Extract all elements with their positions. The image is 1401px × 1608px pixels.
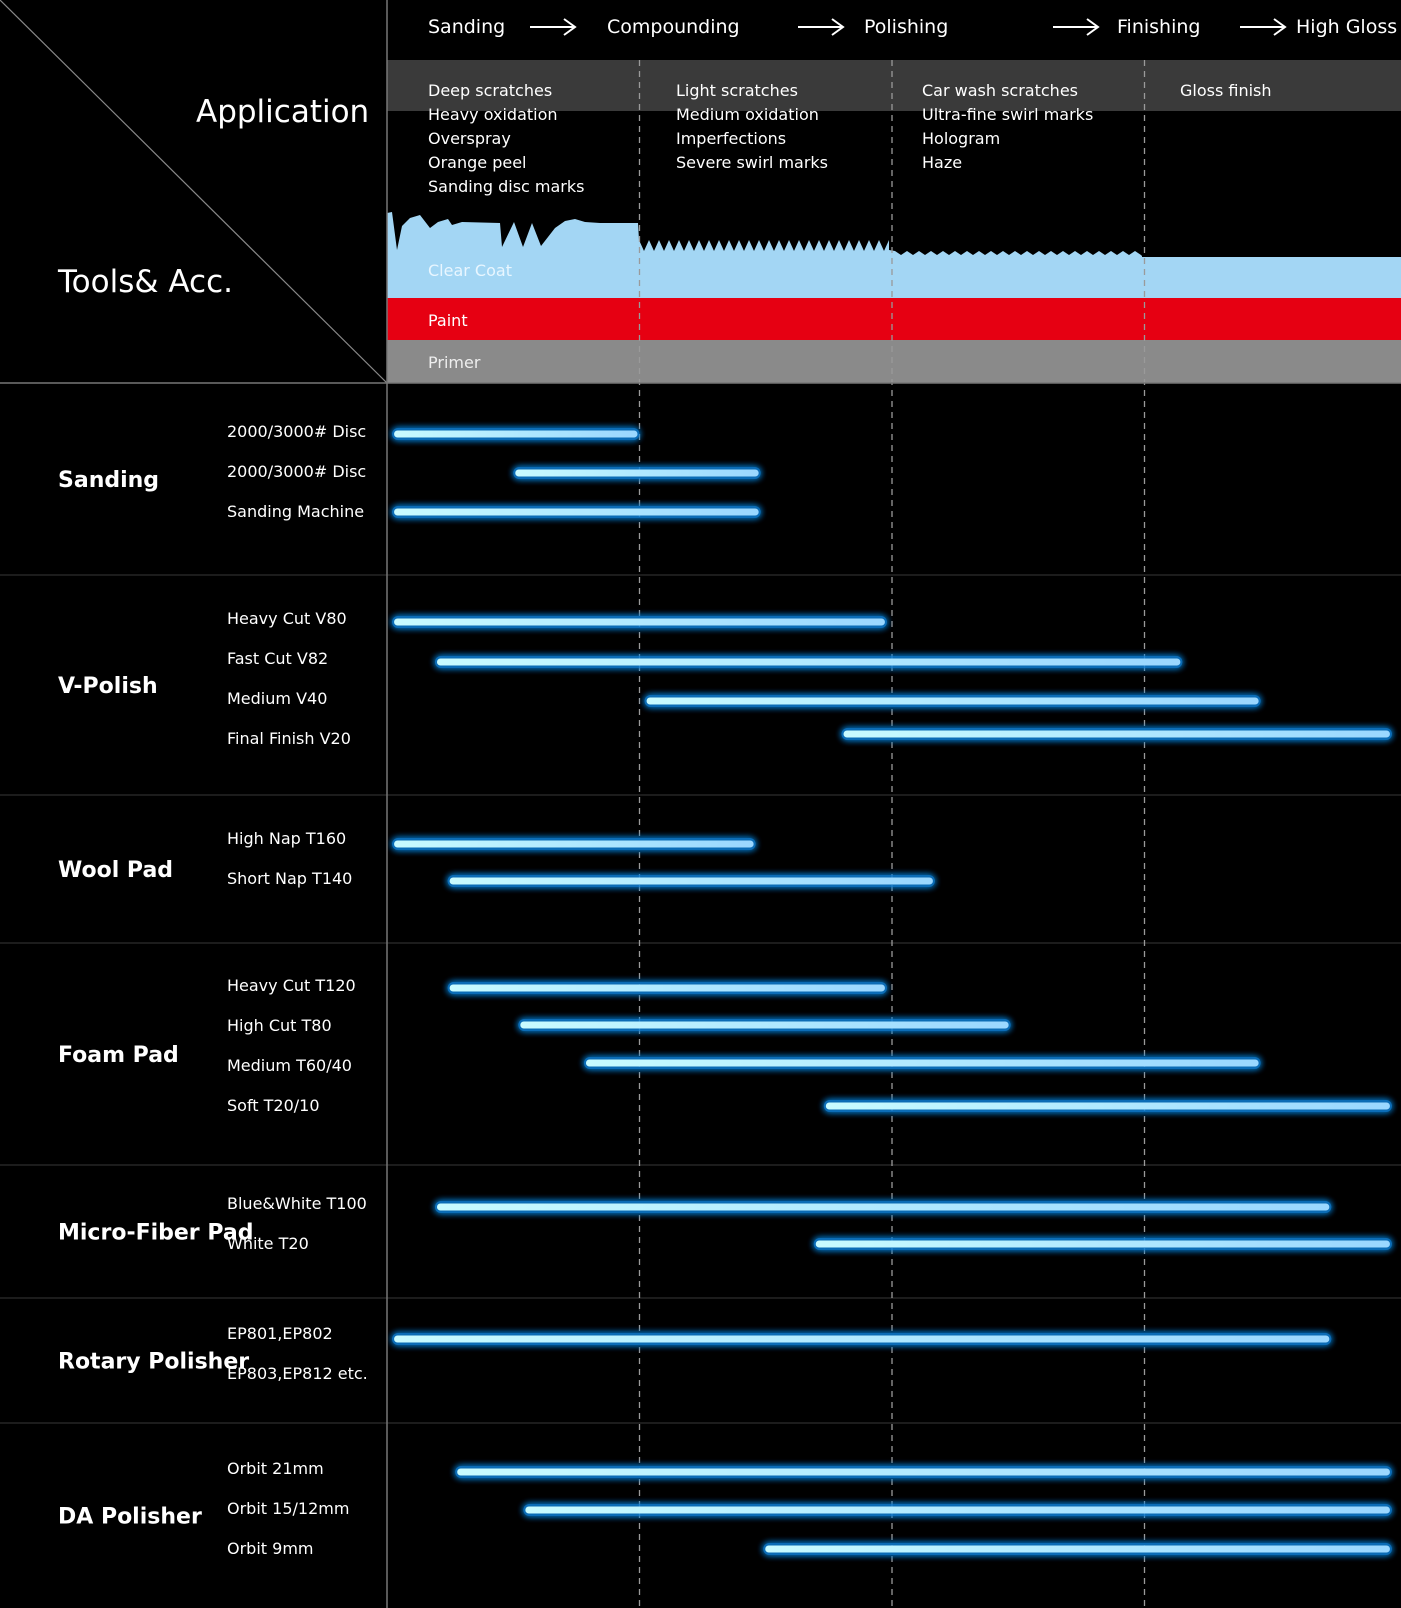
usage-bar	[447, 875, 935, 887]
tool-group: DA Polisher Orbit 21mm Orbit 15/12mm Orbit …	[0, 1422, 1401, 1558]
tool-label: Medium V40	[227, 689, 327, 708]
stage-divider-lines	[638, 60, 1146, 1608]
tool-label: Final Finish V20	[227, 729, 351, 748]
issue-item: Hologram	[922, 129, 1000, 148]
category-label: Rotary Polisher	[58, 1350, 249, 1375]
category-label: V-Polish	[58, 674, 158, 699]
usage-bar	[392, 1333, 1332, 1345]
issue-item: Light scratches	[676, 81, 798, 100]
usage-bar	[392, 506, 761, 518]
usage-bar	[447, 982, 887, 994]
issue-item: Gloss finish	[1180, 81, 1272, 100]
stage-label: High Gloss	[1296, 16, 1397, 38]
usage-bar	[823, 1100, 1392, 1112]
tool-group: Rotary Polisher EP801,EP802 EP803,EP812 et…	[0, 1297, 1401, 1383]
usage-bar	[763, 1543, 1392, 1555]
issue-item: Overspray	[428, 129, 511, 148]
tool-label: EP801,EP802	[227, 1324, 333, 1343]
tool-group: Sanding 2000/3000# Disc 2000/3000# Disc San…	[58, 422, 366, 521]
category-label: DA Polisher	[58, 1505, 202, 1530]
tool-group: Foam Pad Heavy Cut T120 High Cut T80 Medium…	[0, 942, 1401, 1115]
stage-row: Sanding Compounding Polishing Finishing High…	[428, 16, 1397, 38]
tool-label: Short Nap T140	[227, 869, 352, 888]
issue-column: Gloss finish	[1180, 81, 1272, 100]
issue-column: Light scratches Medium oxidation Imperfect…	[676, 81, 828, 172]
category-label: Foam Pad	[58, 1043, 179, 1068]
usage-bar	[813, 1238, 1392, 1250]
usage-bar	[513, 467, 761, 479]
tool-label: Heavy Cut V80	[227, 609, 347, 628]
tool-label: Fast Cut V82	[227, 649, 328, 668]
usage-bar	[518, 1019, 1011, 1031]
paint-layer-stack: Clear Coat Paint Primer	[387, 212, 1401, 383]
tool-group: V-Polish Heavy Cut V80 Fast Cut V82 Medium …	[0, 574, 1401, 748]
usage-bar	[523, 1504, 1392, 1516]
paint-layer	[387, 298, 1401, 340]
issues-band	[387, 60, 1401, 111]
primer-layer	[387, 340, 1401, 383]
category-label: Wool Pad	[58, 858, 173, 883]
issue-item: Haze	[922, 153, 962, 172]
tool-label: Orbit 9mm	[227, 1539, 313, 1558]
arrow-right-icon	[1240, 18, 1287, 36]
header-section: Application Tools& Acc. Sanding Compoundi…	[0, 0, 1401, 384]
usage-bar	[392, 616, 887, 628]
tool-group: Micro-Fiber Pad Blue&White T100 White T20	[0, 1164, 1401, 1253]
usage-bars	[392, 428, 1392, 1555]
primer-label: Primer	[428, 353, 481, 372]
header-diagonal	[0, 0, 388, 384]
tool-label: High Nap T160	[227, 829, 346, 848]
tool-label: 2000/3000# Disc	[227, 462, 366, 481]
tool-label: Orbit 15/12mm	[227, 1499, 349, 1518]
issue-item: Severe swirl marks	[676, 153, 828, 172]
category-label: Sanding	[58, 468, 159, 493]
arrow-right-icon	[798, 18, 845, 36]
issue-column: Deep scratches Heavy oxidation Overspray Or…	[428, 81, 584, 196]
stage-label: Sanding	[428, 16, 505, 38]
usage-bar	[455, 1466, 1392, 1478]
issue-item: Sanding disc marks	[428, 177, 584, 196]
arrow-right-icon	[1053, 18, 1100, 36]
tool-group: Wool Pad High Nap T160 Short Nap T140	[0, 794, 1401, 888]
tool-label: Sanding Machine	[227, 502, 364, 521]
arrow-right-icon	[530, 18, 577, 36]
issue-item: Heavy oxidation	[428, 105, 558, 124]
issue-row: Deep scratches Heavy oxidation Overspray Or…	[428, 81, 1272, 196]
stage-label: Polishing	[864, 16, 948, 38]
category-label: Micro-Fiber Pad	[58, 1221, 253, 1246]
tool-label: EP803,EP812 etc.	[227, 1364, 368, 1383]
paint-label: Paint	[428, 311, 468, 330]
issue-item: Ultra-fine swirl marks	[922, 105, 1093, 124]
usage-bar	[644, 695, 1261, 707]
usage-bar	[434, 656, 1183, 668]
issue-item: Medium oxidation	[676, 105, 819, 124]
tool-label: Orbit 21mm	[227, 1459, 324, 1478]
issue-item: Car wash scratches	[922, 81, 1078, 100]
usage-bar	[392, 838, 756, 850]
usage-bar	[583, 1057, 1261, 1069]
usage-bar	[392, 428, 640, 440]
tool-label: 2000/3000# Disc	[227, 422, 366, 441]
tool-label: White T20	[227, 1234, 309, 1253]
issue-column: Car wash scratches Ultra-fine swirl marks…	[922, 81, 1093, 172]
issue-item: Deep scratches	[428, 81, 552, 100]
tools-label: Tools& Acc.	[57, 264, 233, 300]
issue-item: Imperfections	[676, 129, 786, 148]
tool-groups: Sanding 2000/3000# Disc 2000/3000# Disc San…	[0, 422, 1401, 1558]
usage-bar	[841, 728, 1392, 740]
tool-label: Soft T20/10	[227, 1096, 320, 1115]
tool-label: High Cut T80	[227, 1016, 332, 1035]
stage-label: Compounding	[607, 16, 740, 38]
issue-item: Orange peel	[428, 153, 527, 172]
clear-coat-label: Clear Coat	[428, 261, 512, 280]
application-label: Application	[196, 94, 369, 130]
tool-label: Blue&White T100	[227, 1194, 367, 1213]
tool-label: Heavy Cut T120	[227, 976, 356, 995]
usage-bar	[434, 1201, 1332, 1213]
stage-label: Finishing	[1117, 16, 1200, 38]
clear-coat-layer	[387, 212, 1401, 298]
tool-label: Medium T60/40	[227, 1056, 352, 1075]
